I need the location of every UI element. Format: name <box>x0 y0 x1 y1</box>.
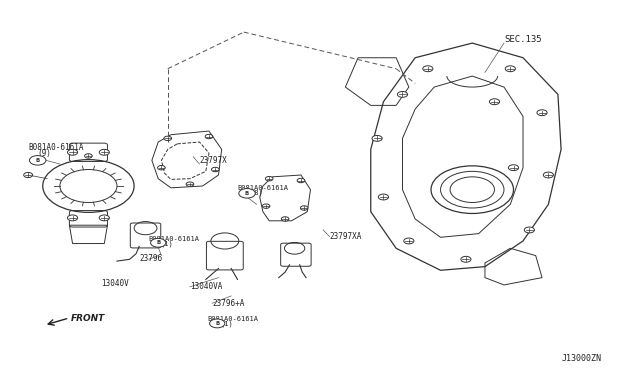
Text: FRONT: FRONT <box>71 314 106 323</box>
Circle shape <box>404 238 414 244</box>
Text: (1): (1) <box>160 241 173 247</box>
Circle shape <box>524 227 534 233</box>
Text: B: B <box>156 240 161 245</box>
Circle shape <box>282 217 289 221</box>
Text: 23796+A: 23796+A <box>212 299 244 308</box>
Text: B081A0-6161A: B081A0-6161A <box>28 143 84 152</box>
Circle shape <box>29 155 46 165</box>
Circle shape <box>24 173 33 177</box>
Circle shape <box>537 110 547 116</box>
Text: 13040VA: 13040VA <box>190 282 222 291</box>
Circle shape <box>505 66 515 72</box>
Circle shape <box>239 189 255 198</box>
Circle shape <box>84 154 92 158</box>
Circle shape <box>150 238 166 247</box>
Circle shape <box>205 134 212 139</box>
Circle shape <box>164 136 172 141</box>
Circle shape <box>99 149 109 155</box>
Circle shape <box>300 206 308 210</box>
Text: B: B <box>36 158 40 163</box>
Text: (8): (8) <box>250 189 263 196</box>
Circle shape <box>99 215 109 221</box>
Circle shape <box>543 172 554 178</box>
Circle shape <box>157 166 165 170</box>
Text: B: B <box>245 191 249 196</box>
Circle shape <box>67 215 77 221</box>
Circle shape <box>210 319 225 328</box>
Circle shape <box>490 99 500 105</box>
Circle shape <box>508 165 518 171</box>
Text: B081A0-6161A: B081A0-6161A <box>148 236 200 242</box>
Text: 23797X: 23797X <box>200 156 227 165</box>
Text: 23797XA: 23797XA <box>330 232 362 241</box>
Text: (9): (9) <box>37 148 51 157</box>
Text: B: B <box>215 321 220 326</box>
Circle shape <box>397 92 408 97</box>
Circle shape <box>186 182 194 186</box>
Text: SEC.135: SEC.135 <box>504 35 541 44</box>
Circle shape <box>378 194 388 200</box>
Text: 13040V: 13040V <box>101 279 129 288</box>
Circle shape <box>372 135 382 141</box>
Circle shape <box>262 204 270 208</box>
Text: 23796: 23796 <box>139 254 163 263</box>
Text: J13000ZN: J13000ZN <box>561 354 601 363</box>
Circle shape <box>297 178 305 183</box>
Circle shape <box>266 176 273 181</box>
Text: B081A0-6161A: B081A0-6161A <box>207 316 258 322</box>
Circle shape <box>461 256 471 262</box>
Circle shape <box>211 167 219 172</box>
Text: (1): (1) <box>220 321 233 327</box>
Text: B081A0-6161A: B081A0-6161A <box>237 185 289 191</box>
Circle shape <box>67 149 77 155</box>
Circle shape <box>423 66 433 72</box>
